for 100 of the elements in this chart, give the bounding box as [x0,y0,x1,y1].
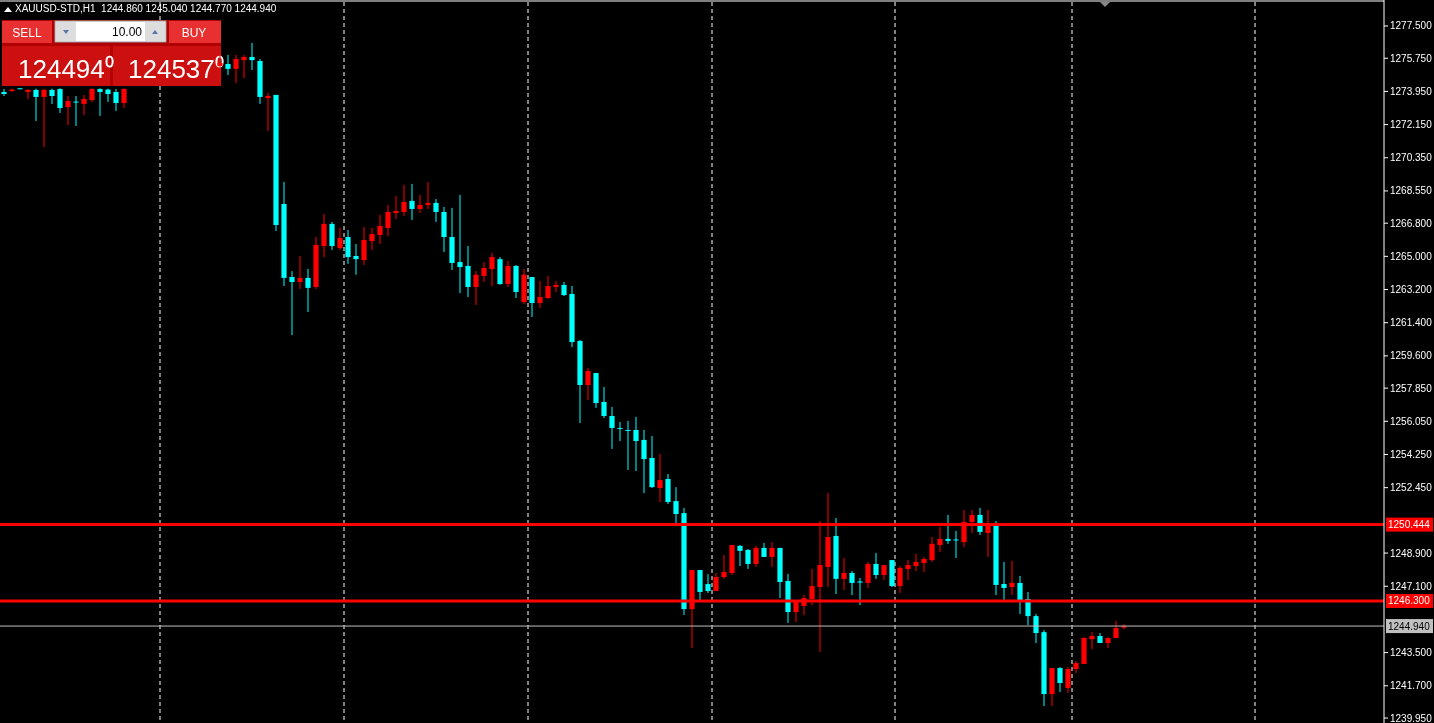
candlestick [753,545,759,568]
annotation: 124494⁰ [18,54,114,84]
candlestick [241,54,247,79]
candlestick [841,557,847,591]
candlestick [401,184,407,217]
candlestick [249,42,255,71]
candlestick [897,565,903,594]
candlestick [705,573,711,594]
candlestick [865,561,871,589]
candlestick [377,214,383,245]
candlestick [393,195,399,220]
annotation: 10.00 [111,25,143,39]
y-tick-label: 1277.500 [1390,20,1433,32]
y-tick-label: 1256.050 [1390,415,1433,427]
candlestick [625,420,631,471]
candlestick [457,194,463,294]
candlestick [1001,561,1007,602]
candlestick [697,569,703,602]
candlestick [665,473,671,505]
candlestick [1065,666,1071,694]
y-tick-label: 1259.600 [1390,350,1433,362]
candlestick [913,553,919,572]
candlestick [953,530,959,559]
candlestick [289,270,295,336]
candlestick [1,88,7,97]
candlestick [617,421,623,442]
candlestick [673,486,679,525]
y-tick-label: 1265.000 [1390,250,1433,262]
candlestick [297,255,303,290]
y-tick-label: 1252.450 [1390,482,1433,494]
y-tick-label: 1273.950 [1390,85,1433,97]
candlestick [353,243,359,276]
candlestick [385,204,391,237]
candlestick [81,94,87,116]
y-tick-label: 1254.250 [1390,448,1433,460]
annotation: BUY [181,26,207,40]
candlestick [553,280,559,293]
annotation: SELL [12,26,42,40]
candlestick [1017,575,1023,615]
candlestick [305,268,311,313]
candlestick [73,95,79,127]
candlestick [873,552,879,580]
candlestick [41,88,47,148]
candlestick [97,87,103,117]
candlestick [657,453,663,503]
candlestick [321,213,327,258]
y-tick-label: 1275.750 [1390,52,1433,64]
candlestick [345,229,351,265]
candlestick [609,406,615,450]
candlestick [849,570,855,596]
candlestick [505,260,511,288]
candlestick [233,54,239,84]
candlestick [585,367,591,401]
candlestick [905,559,911,581]
candlestick [1089,631,1095,650]
candlestick [49,88,55,105]
y-tick-label: 1241.700 [1390,680,1433,692]
y-tick-label: 1270.350 [1390,152,1433,164]
candlestick [1033,613,1039,644]
candlestick [633,416,639,472]
candlestick [929,536,935,563]
candlestick [641,429,647,494]
candlestick [545,275,551,300]
candlestick [465,245,471,298]
candlestick [745,548,751,570]
candlestick [481,261,487,283]
candlestick [417,194,423,214]
candlestick [25,88,31,100]
candlestick [721,554,727,580]
candlestick [369,227,375,251]
y-tick-label: 1257.850 [1390,382,1433,394]
candlestick [1105,636,1111,649]
candlestick [601,386,607,419]
y-tick-label: 1263.200 [1390,284,1433,296]
candlestick [409,183,415,221]
y-tick-label: 1272.150 [1390,119,1433,131]
candlestick [33,88,39,122]
y-tick-label: 1243.500 [1390,647,1433,659]
candlestick [1073,660,1079,674]
candlestick [769,541,775,568]
y-tick-label: 1239.950 [1390,712,1433,723]
candlestick [425,181,431,210]
candlestick [113,88,119,112]
ref-line-label: 1250.444 [1388,519,1431,531]
ref-line-label: 1244.940 [1388,620,1431,632]
candlestick [737,544,743,567]
candlestick [337,227,343,251]
candlestick [57,87,63,114]
candlestick [921,556,927,573]
candlestick [537,280,543,309]
candlestick [945,514,951,545]
candlestick [225,54,231,76]
candlestick [1057,666,1063,693]
candlestick [121,87,127,109]
y-tick-label: 1261.400 [1390,317,1433,329]
ref-line-label: 1246.300 [1388,595,1431,607]
y-tick-label: 1247.100 [1390,580,1433,592]
candlestick [1009,560,1015,596]
chart-title: XAUUSD-STD,H1 1244.860 1245.040 1244.770 1244.940 [15,3,277,14]
candlestick [489,252,495,287]
